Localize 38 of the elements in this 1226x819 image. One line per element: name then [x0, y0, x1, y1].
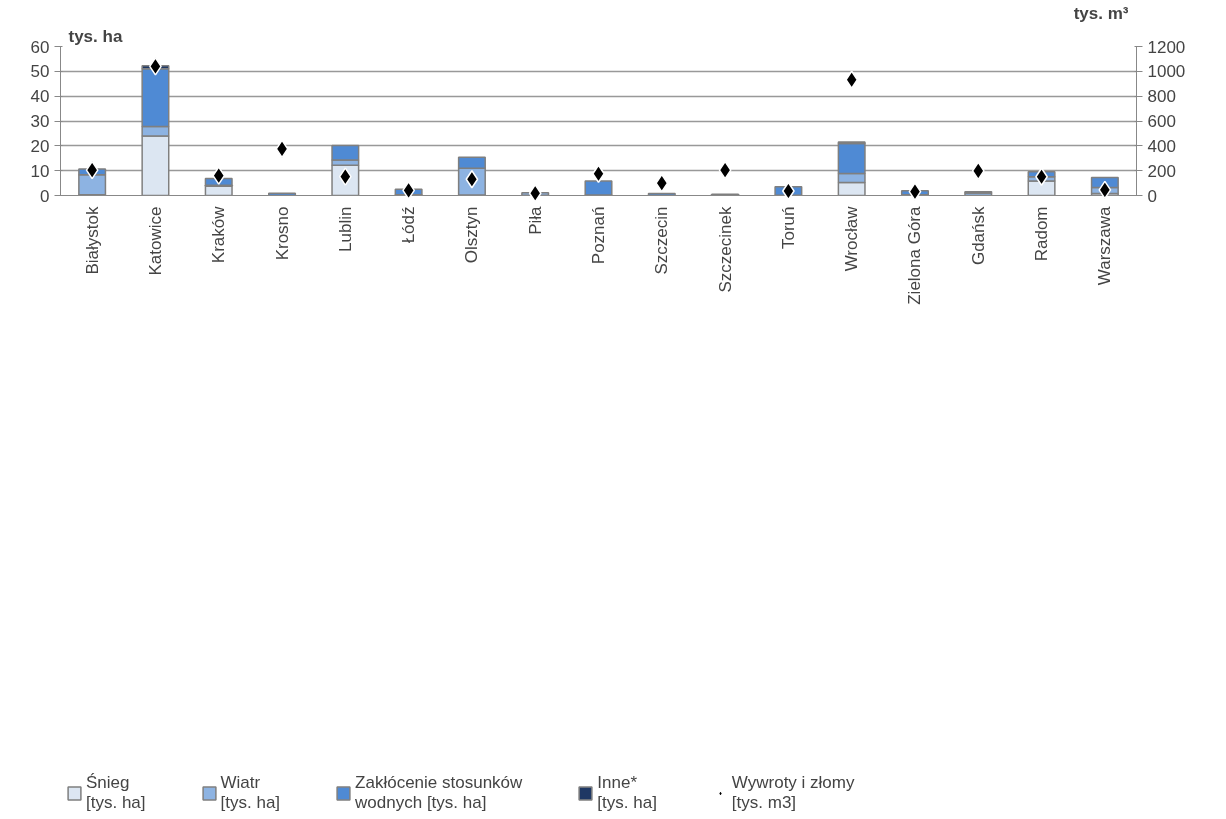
x-tick-label: Szczecinek — [715, 206, 735, 293]
legend-label: Wywroty i złomy [tys. m3] — [731, 773, 855, 813]
x-tick-label: Toruń — [778, 206, 798, 250]
x-tick-label: Lublin — [335, 206, 355, 252]
legend-label: Śnieg [tys. ha] — [86, 773, 146, 813]
y-tick-label: 50 — [30, 62, 50, 82]
y2-tick-label: 600 — [1147, 112, 1176, 131]
x-tick-label: Warszawa — [1095, 205, 1115, 286]
x-tick-label: Białystok — [82, 206, 102, 275]
legend-label: Zakłócenie stosunków wodnych [tys. ha] — [355, 773, 523, 813]
y2-tick-label: 800 — [1147, 87, 1176, 107]
y-tick-label: 30 — [30, 112, 50, 131]
x-tick-label: Szczecin — [652, 206, 672, 275]
x-tick-label: Gdańsk — [968, 206, 988, 266]
y-tick-label: 60 — [30, 37, 50, 57]
y2-tick-label: 1200 — [1147, 37, 1186, 57]
x-tick-label: Łódź — [399, 206, 419, 244]
y-tick-label: 40 — [30, 87, 50, 107]
y2-tick-label: 200 — [1147, 161, 1176, 181]
x-tick-label: Piła — [525, 205, 545, 235]
x-tick-label: Krosno — [272, 206, 292, 261]
x-tick-label: Poznań — [589, 206, 608, 265]
y-tick-label: 0 — [40, 186, 50, 206]
y-tick-label: 20 — [30, 136, 50, 156]
x-tick-label: Kraków — [209, 205, 229, 264]
x-tick-label: Radom — [1032, 206, 1052, 262]
legend-label: Inne* [tys. ha] — [597, 773, 657, 813]
x-tick-label: Wrocław — [842, 205, 862, 272]
x-tick-label: Olsztyn — [462, 206, 482, 264]
legend-label: Wiatr [tys. ha] — [220, 773, 281, 813]
y2-tick-label: 1000 — [1147, 62, 1186, 82]
y2-tick-label: 0 — [1147, 186, 1157, 206]
x-tick-label: Zielona Góra — [905, 205, 925, 305]
y-tick-label: 10 — [30, 161, 50, 181]
y-axis-title: tys. ha — [68, 26, 123, 46]
x-tick-label: Katowice — [145, 206, 165, 276]
y2-tick-label: 400 — [1147, 136, 1176, 156]
y2-axis-title: tys. m³ — [1073, 3, 1129, 23]
